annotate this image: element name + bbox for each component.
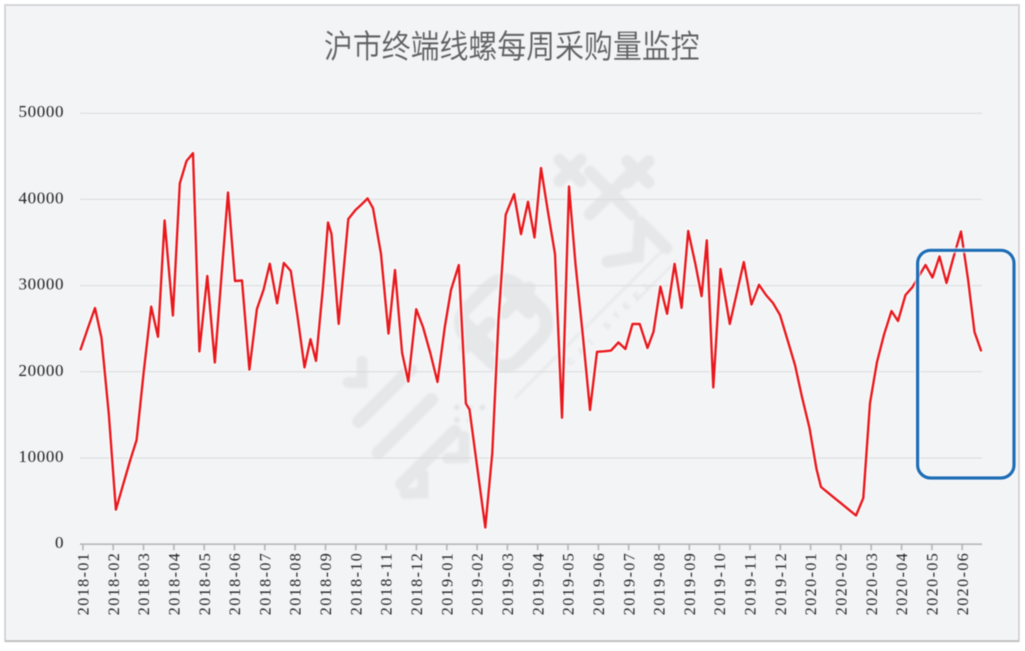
- svg-text:2019-05: 2019-05: [561, 553, 578, 615]
- svg-text:2020-06: 2020-06: [955, 553, 972, 615]
- svg-text:2018-10: 2018-10: [348, 553, 365, 615]
- svg-text:20000: 20000: [19, 361, 64, 380]
- svg-text:2018-05: 2018-05: [197, 553, 214, 615]
- svg-text:2019-08: 2019-08: [652, 553, 669, 615]
- svg-text:2019-03: 2019-03: [500, 553, 517, 615]
- svg-text:2019-06: 2019-06: [591, 553, 608, 615]
- svg-text:0: 0: [55, 533, 64, 552]
- svg-text:2020-05: 2020-05: [925, 553, 942, 615]
- svg-text:50000: 50000: [19, 102, 64, 121]
- svg-text:2018-07: 2018-07: [257, 553, 274, 615]
- svg-text:2018-12: 2018-12: [409, 553, 426, 615]
- svg-text:2019-11: 2019-11: [743, 553, 760, 615]
- svg-text:2020-02: 2020-02: [834, 553, 851, 615]
- svg-text:2019-04: 2019-04: [530, 553, 547, 615]
- svg-text:2019-10: 2019-10: [712, 553, 729, 615]
- svg-text:2020-03: 2020-03: [864, 553, 881, 615]
- svg-text:2018-08: 2018-08: [288, 553, 305, 615]
- svg-text:2018-04: 2018-04: [167, 553, 184, 615]
- svg-text:2018-02: 2018-02: [106, 553, 123, 615]
- svg-text:2020-04: 2020-04: [894, 553, 911, 615]
- svg-text:40000: 40000: [19, 188, 64, 207]
- svg-text:2019-01: 2019-01: [439, 553, 456, 615]
- svg-text:2019-12: 2019-12: [773, 553, 790, 615]
- svg-text:2019-02: 2019-02: [470, 553, 487, 615]
- svg-text:2018-09: 2018-09: [318, 553, 335, 615]
- svg-text:2019-07: 2019-07: [621, 553, 638, 615]
- svg-text:2018-03: 2018-03: [136, 553, 153, 615]
- svg-text:2020-01: 2020-01: [803, 553, 820, 615]
- svg-text:2019-09: 2019-09: [682, 553, 699, 615]
- svg-text:2018-06: 2018-06: [227, 553, 244, 615]
- svg-text:2018-01: 2018-01: [76, 553, 93, 615]
- svg-text:10000: 10000: [19, 447, 64, 466]
- svg-text:2018-11: 2018-11: [379, 553, 396, 615]
- svg-text:30000: 30000: [19, 275, 64, 294]
